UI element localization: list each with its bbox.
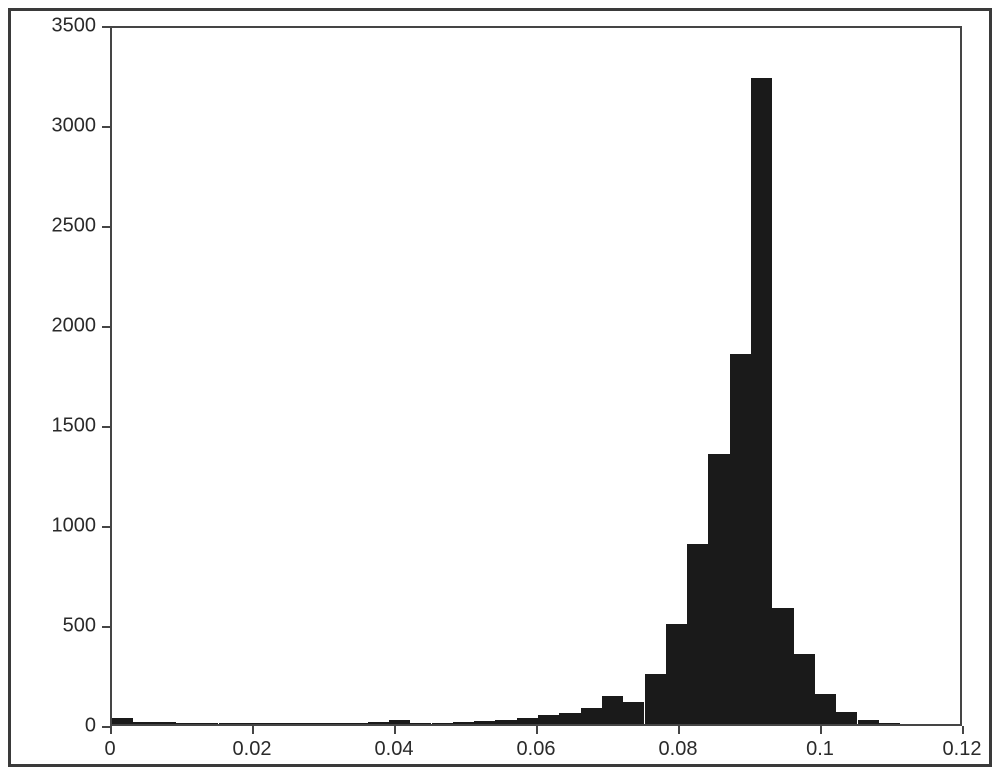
- x-tick: [536, 726, 538, 734]
- histogram-bar: [240, 723, 261, 724]
- y-tick: [102, 726, 110, 728]
- y-tick-label: 1000: [52, 515, 97, 538]
- histogram-bar: [219, 723, 240, 724]
- histogram-bar: [133, 722, 154, 724]
- histogram-bar: [666, 624, 687, 724]
- histogram-bar: [112, 718, 133, 724]
- bars-layer: [112, 28, 960, 724]
- histogram-bar: [495, 720, 516, 724]
- histogram-bar: [794, 654, 815, 724]
- histogram-bar: [453, 722, 474, 724]
- histogram-bar: [687, 544, 708, 724]
- histogram-bar: [751, 78, 772, 724]
- y-tick: [102, 226, 110, 228]
- x-tick-label: 0.12: [943, 738, 982, 761]
- y-tick: [102, 526, 110, 528]
- histogram-bar: [432, 723, 453, 724]
- histogram-bar: [602, 696, 623, 724]
- histogram-bar: [730, 354, 751, 724]
- histogram-bar: [581, 708, 602, 724]
- y-tick: [102, 126, 110, 128]
- histogram-bar: [879, 723, 900, 724]
- y-tick-label: 3000: [52, 115, 97, 138]
- histogram-bar: [325, 723, 346, 724]
- x-tick: [252, 726, 254, 734]
- y-tick-label: 0: [85, 715, 96, 738]
- histogram-bar: [858, 720, 879, 724]
- histogram-bar: [261, 723, 282, 724]
- histogram-bar: [389, 720, 410, 724]
- x-tick-label: 0.1: [806, 738, 834, 761]
- histogram-bar: [559, 713, 580, 724]
- y-tick-label: 500: [63, 615, 96, 638]
- x-tick: [394, 726, 396, 734]
- x-tick-label: 0: [104, 738, 115, 761]
- histogram-bar: [623, 702, 644, 724]
- y-tick-label: 1500: [52, 415, 97, 438]
- histogram-bar: [645, 674, 666, 724]
- y-tick: [102, 326, 110, 328]
- histogram-bar: [538, 715, 559, 724]
- histogram-bar: [282, 723, 303, 724]
- y-tick-label: 2000: [52, 315, 97, 338]
- histogram-bar: [517, 718, 538, 724]
- histogram-bar: [836, 712, 857, 724]
- x-tick: [110, 726, 112, 734]
- histogram-bar: [474, 721, 495, 724]
- histogram-bar: [772, 608, 793, 724]
- y-tick: [102, 426, 110, 428]
- histogram-bar: [155, 722, 176, 724]
- histogram-bar: [815, 694, 836, 724]
- y-tick: [102, 26, 110, 28]
- x-tick-label: 0.04: [375, 738, 414, 761]
- x-tick: [678, 726, 680, 734]
- y-tick-label: 3500: [52, 15, 97, 38]
- histogram-bar: [410, 723, 431, 724]
- x-tick: [962, 726, 964, 734]
- histogram-bar: [176, 723, 197, 724]
- axes-box: [110, 26, 962, 726]
- histogram-bar: [304, 723, 325, 724]
- histogram-bar: [708, 454, 729, 724]
- y-tick: [102, 626, 110, 628]
- x-tick-label: 0.08: [659, 738, 698, 761]
- histogram-bar: [346, 723, 367, 724]
- histogram-bar: [197, 723, 218, 724]
- x-tick: [820, 726, 822, 734]
- x-tick-label: 0.02: [233, 738, 272, 761]
- y-tick-label: 2500: [52, 215, 97, 238]
- x-tick-label: 0.06: [517, 738, 556, 761]
- histogram-bar: [368, 722, 389, 724]
